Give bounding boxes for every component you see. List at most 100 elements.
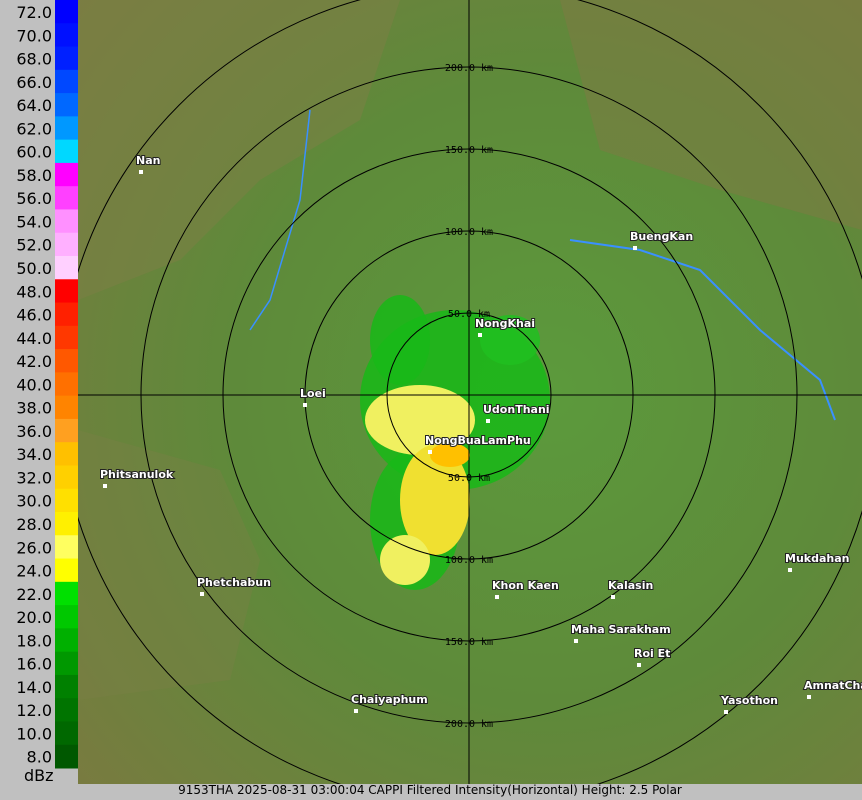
city-marker <box>486 419 490 423</box>
legend-label: 38.0 <box>16 399 52 418</box>
range-rings <box>78 0 862 784</box>
legend-swatch <box>55 744 78 769</box>
city-marker <box>611 595 615 599</box>
legend-label: 20.0 <box>16 608 52 627</box>
legend-label: 44.0 <box>16 329 52 348</box>
legend-label: 36.0 <box>16 422 52 441</box>
highlands <box>78 430 260 700</box>
legend-swatch <box>55 116 78 141</box>
city-label: AmnatCha <box>804 679 862 692</box>
city-marker <box>724 710 728 714</box>
legend-label: 42.0 <box>16 352 52 371</box>
legend-label: 60.0 <box>16 143 52 162</box>
legend-label: 8.0 <box>27 748 52 767</box>
legend-swatch <box>55 209 78 234</box>
legend-label: 66.0 <box>16 73 52 92</box>
range-label: 50.0 km <box>448 309 490 320</box>
city-label: NongBuaLamPhu <box>425 434 531 447</box>
footer: 9153THA 2025-08-31 03:00:04 CAPPI Filter… <box>178 783 682 797</box>
legend-swatch <box>55 418 78 443</box>
legend-swatch <box>55 162 78 187</box>
city-marker <box>574 639 578 643</box>
legend-swatch <box>55 349 78 373</box>
city-label: Loei <box>300 387 326 400</box>
legend-swatch <box>55 0 78 24</box>
legend-swatch <box>55 93 78 117</box>
legend-swatch <box>55 139 78 164</box>
city-label: Nan <box>136 154 160 167</box>
legend-swatch <box>55 442 78 466</box>
legend-label: 10.0 <box>16 724 52 743</box>
legend-label: 22.0 <box>16 585 52 604</box>
legend-label: 28.0 <box>16 515 52 534</box>
legend-swatch <box>55 69 78 94</box>
legend-swatch <box>55 325 78 350</box>
legend-swatch <box>55 23 78 48</box>
legend-label: 26.0 <box>16 538 52 557</box>
city-marker <box>200 592 204 596</box>
legend-label: 68.0 <box>16 50 52 69</box>
city-marker <box>637 663 641 667</box>
city-marker <box>807 695 811 699</box>
legend-swatch <box>55 279 78 304</box>
city-label: Maha Sarakham <box>571 623 671 636</box>
legend-label: 16.0 <box>16 655 52 674</box>
river <box>249 109 311 331</box>
legend-label: 46.0 <box>16 306 52 325</box>
legend-label: 70.0 <box>16 26 52 45</box>
legend-swatch <box>55 256 78 280</box>
legend-label: 72.0 <box>16 3 52 22</box>
range-label: 100.0 km <box>445 227 493 238</box>
city-label: BuengKan <box>630 230 693 243</box>
legend-label: 14.0 <box>16 678 52 697</box>
range-label: 50.0 km <box>448 473 490 484</box>
city-label: Chaiyaphum <box>351 693 428 706</box>
legend-swatch <box>55 698 78 722</box>
legend-swatch <box>55 46 78 71</box>
legend-swatch <box>55 628 78 653</box>
range-label: 150.0 km <box>445 637 493 648</box>
city-label: Mukdahan <box>785 552 849 565</box>
legend-label: 62.0 <box>16 119 52 138</box>
city-label: Kalasin <box>608 579 653 592</box>
city-marker <box>303 403 307 407</box>
legend-swatch <box>55 465 78 490</box>
precipitation <box>360 295 550 590</box>
legend-swatch <box>55 535 78 560</box>
range-label: 200.0 km <box>445 719 493 730</box>
highlands <box>560 0 862 230</box>
legend-swatch <box>55 488 78 513</box>
city-marker <box>478 333 482 337</box>
legend-swatch <box>55 302 78 327</box>
city-label: Phitsanulok <box>100 468 174 481</box>
river <box>569 239 836 421</box>
city-label: Roi Et <box>634 647 670 660</box>
highlands <box>78 0 400 300</box>
city-marker <box>354 709 358 713</box>
legend-label: 40.0 <box>16 375 52 394</box>
legend-label: 32.0 <box>16 468 52 487</box>
city-label: Khon Kaen <box>492 579 559 592</box>
legend-label: 30.0 <box>16 492 52 511</box>
map <box>78 0 862 784</box>
legend-swatch <box>55 186 78 210</box>
legend-label: 56.0 <box>16 189 52 208</box>
legend-swatch <box>55 372 78 397</box>
city-marker <box>633 246 637 250</box>
range-label: 200.0 km <box>445 63 493 74</box>
legend-swatch <box>55 605 78 629</box>
city-label: NongKhai <box>475 317 535 330</box>
legend-label: 64.0 <box>16 96 52 115</box>
legend-label: 52.0 <box>16 236 52 255</box>
city-marker <box>428 450 432 454</box>
legend-label: 24.0 <box>16 562 52 581</box>
legend-swatch <box>55 721 78 746</box>
legend-swatch <box>55 651 78 676</box>
legend-label: 50.0 <box>16 259 52 278</box>
legend-unit: dBz <box>24 766 54 785</box>
legend-label: 48.0 <box>16 282 52 301</box>
legend-label: 54.0 <box>16 212 52 231</box>
legend-label: 18.0 <box>16 631 52 650</box>
legend-label: 12.0 <box>16 701 52 720</box>
